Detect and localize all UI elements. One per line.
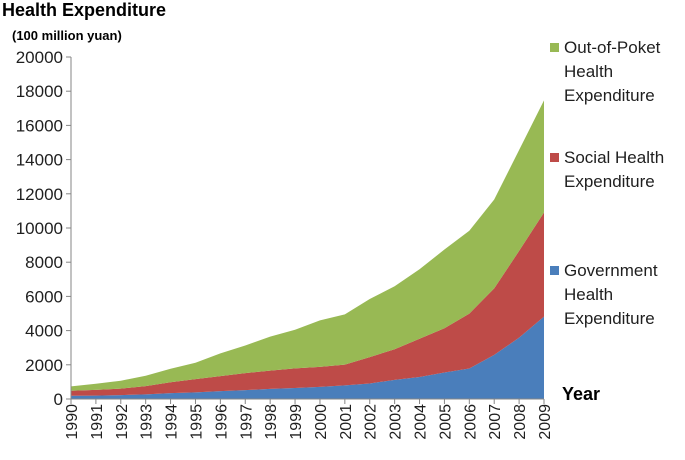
x-tick-label: 1999 — [288, 404, 305, 440]
x-tick-label: 1995 — [188, 404, 205, 440]
x-tick-label: 2004 — [413, 404, 430, 440]
x-tick-label: 1998 — [263, 404, 280, 440]
x-tick-label: 2000 — [313, 404, 330, 440]
y-tick-label: 6000 — [25, 287, 63, 306]
legend-label-social: Social Health Expenditure — [564, 148, 665, 191]
y-tick-label: 8000 — [25, 253, 63, 272]
chart-title: Health Expenditure — [2, 0, 167, 20]
legend-swatch-out-of-pocket — [550, 43, 559, 52]
y-tick-label: 16000 — [16, 116, 63, 135]
series-area-out-of-poket-health-expenditure — [71, 100, 544, 391]
series-area-government-health-expenditure — [71, 316, 544, 399]
x-tick-label: 2005 — [437, 404, 454, 440]
legend-swatch-government — [550, 266, 559, 275]
y-tick-label: 14000 — [16, 151, 63, 170]
x-tick-label: 2007 — [487, 404, 504, 440]
x-tick-label: 2006 — [462, 404, 479, 440]
x-tick-label: 1996 — [213, 404, 230, 440]
x-tick-label: 2009 — [537, 404, 554, 440]
y-tick-label: 2000 — [25, 356, 63, 375]
y-tick-label: 4000 — [25, 322, 63, 341]
y-tick-label: 0 — [54, 390, 63, 409]
series-area-social-health-expenditure — [71, 212, 544, 396]
x-tick-label: 1991 — [89, 404, 106, 440]
legend-label-out-of-pocket: Out-of-Poket Health Expenditure — [564, 38, 661, 105]
x-tick-label: 2003 — [388, 404, 405, 440]
x-tick-label: 1993 — [139, 404, 156, 440]
x-tick-label: 2008 — [512, 404, 529, 440]
x-axis-label: Year — [562, 384, 601, 404]
x-tick-label: 1990 — [64, 404, 81, 440]
x-tick-label: 1992 — [114, 404, 131, 440]
legend-label-government: Government Health Expenditure — [564, 261, 658, 328]
x-tick-label: 1994 — [164, 404, 181, 440]
x-tick-label: 1997 — [238, 404, 255, 440]
legend-swatch-social — [550, 153, 559, 162]
y-tick-label: 10000 — [16, 219, 63, 238]
chart-units: (100 million yuan) — [12, 28, 122, 43]
x-tick-label: 2002 — [363, 404, 380, 440]
x-tick-label: 2001 — [338, 404, 355, 440]
y-tick-label: 18000 — [16, 82, 63, 101]
y-tick-label: 12000 — [16, 185, 63, 204]
y-tick-label: 20000 — [16, 48, 63, 67]
